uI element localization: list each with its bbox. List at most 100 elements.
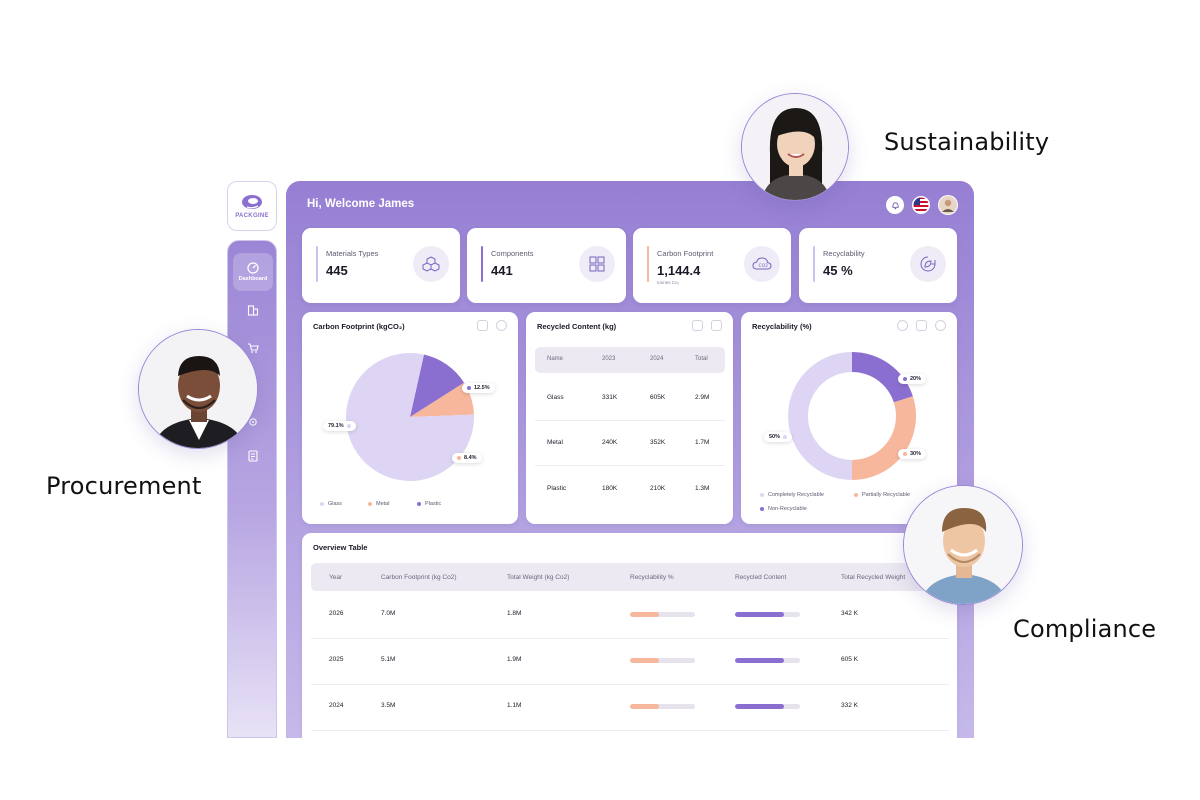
report-icon bbox=[248, 450, 258, 462]
cube-tool-icon[interactable] bbox=[477, 320, 488, 331]
table-cell: 605K bbox=[650, 394, 666, 401]
column-header: Recycled Content bbox=[735, 574, 787, 581]
card-title: Recycled Content (kg) bbox=[537, 322, 617, 331]
table-cell: 2.9M bbox=[695, 394, 710, 401]
sidebar-item-settings[interactable] bbox=[233, 403, 273, 441]
cube-tool-icon[interactable] bbox=[692, 320, 703, 331]
kpi-card-materials[interactable]: Materials Types 445 bbox=[302, 228, 460, 303]
leaf-tool-icon[interactable] bbox=[935, 320, 946, 331]
table-cell: 352K bbox=[650, 439, 666, 446]
welcome-heading: Hi, Welcome James bbox=[307, 198, 415, 210]
brand-logo[interactable]: PACKGINE bbox=[227, 181, 277, 231]
sidebar-item-cart[interactable] bbox=[233, 329, 273, 367]
table-cell: 5.1M bbox=[381, 656, 396, 663]
kpi-label: Carbon Footprint bbox=[657, 249, 714, 258]
card-title: Recyclability (%) bbox=[752, 322, 812, 331]
slice-label-plastic: 12.5% bbox=[462, 383, 495, 393]
table-cell: 1.3M bbox=[695, 485, 710, 492]
svg-text:CO2: CO2 bbox=[759, 263, 769, 269]
us-flag-icon bbox=[913, 197, 929, 213]
notification-button[interactable] bbox=[886, 196, 904, 214]
slice-label-text: 8.4% bbox=[464, 455, 477, 461]
sidebar-item-reports[interactable] bbox=[233, 437, 273, 475]
card-tools bbox=[897, 320, 946, 331]
slice-metal[interactable] bbox=[410, 382, 474, 417]
slice-non-recyclable[interactable] bbox=[852, 352, 913, 403]
kpi-card-recyclability[interactable]: Recyclability 45 % bbox=[799, 228, 957, 303]
legend-label: Non-Recyclable bbox=[768, 506, 807, 512]
kpi-card-components[interactable]: Components 441 bbox=[467, 228, 626, 303]
slice-label-text: 20% bbox=[910, 376, 922, 382]
table-cell: 2024 bbox=[329, 702, 344, 709]
bell-icon bbox=[891, 201, 899, 209]
dashboard-main: Hi, Welcome James bbox=[286, 181, 974, 738]
table-cell: 332 K bbox=[841, 702, 858, 709]
kpi-value: 45 % bbox=[823, 263, 853, 278]
table-cell: 3.5M bbox=[381, 702, 396, 709]
slice-label-text: 79.1% bbox=[328, 423, 344, 429]
kpi-label: Recyclability bbox=[823, 249, 865, 258]
kpi-card-carbon[interactable]: Carbon Footprint 1,144.4 tonnes Co₂ CO2 bbox=[633, 228, 791, 303]
column-header: Recyclability % bbox=[630, 574, 674, 581]
column-header: 2023 bbox=[602, 356, 616, 362]
refresh-tool-icon[interactable] bbox=[496, 320, 507, 331]
recycled-content-card: Recycled Content (kg) Name 2023 2024 Tot… bbox=[526, 312, 733, 524]
slice-glass[interactable] bbox=[346, 353, 474, 481]
kpi-value: 1,144.4 bbox=[657, 263, 701, 278]
recycle-tool-icon[interactable] bbox=[897, 320, 908, 331]
carbon-footprint-card: Carbon Footprint (kgCO₂) 79.1% 8.4% 12.5… bbox=[302, 312, 518, 524]
table-cell: 342 K bbox=[841, 610, 858, 617]
table-cell: Metal bbox=[547, 439, 563, 446]
kpi-value: 441 bbox=[491, 263, 513, 278]
progress-fill bbox=[630, 612, 660, 617]
legend-item-glass: Glass bbox=[320, 501, 342, 507]
user-avatar-button[interactable] bbox=[938, 195, 958, 215]
kpi-label: Components bbox=[491, 249, 534, 258]
column-header: Total Weight (kg Co2) bbox=[507, 574, 570, 581]
persona-label-compliance: Compliance bbox=[1013, 615, 1157, 643]
legend-label: Metal bbox=[376, 501, 390, 507]
table-cell: 1.9M bbox=[507, 656, 522, 663]
recyclability-card: Recyclability (%) 50% 30% 20% Completely… bbox=[741, 312, 957, 524]
cubes-icon bbox=[413, 246, 449, 282]
card-tools bbox=[477, 320, 507, 331]
table-cell: 1.1M bbox=[507, 702, 522, 709]
man-portrait-icon bbox=[904, 486, 1022, 604]
table-cell: Plastic bbox=[547, 485, 567, 492]
sidebar-item-buildings[interactable] bbox=[233, 291, 273, 329]
slice-completely-recyclable[interactable] bbox=[788, 352, 852, 480]
slice-partially-recyclable[interactable] bbox=[852, 396, 916, 480]
table-tool-icon[interactable] bbox=[711, 320, 722, 331]
sidebar: Dashboard bbox=[227, 240, 277, 738]
table-cell: 2025 bbox=[329, 656, 344, 663]
persona-label-procurement: Procurement bbox=[46, 472, 202, 500]
overview-table-card: Overview Table Year Carbon Footprint (kg… bbox=[302, 533, 957, 738]
slice-plastic[interactable] bbox=[410, 354, 465, 417]
brand-mark-icon bbox=[242, 194, 262, 209]
table-cell: 331K bbox=[602, 394, 618, 401]
recycled-content-progress bbox=[735, 612, 800, 617]
card-title: Carbon Footprint (kgCO₂) bbox=[313, 322, 405, 331]
progress-fill bbox=[735, 704, 784, 709]
avatar bbox=[939, 196, 957, 214]
recyclability-donut-chart bbox=[788, 352, 916, 480]
progress-fill bbox=[735, 612, 784, 617]
language-button[interactable] bbox=[912, 196, 930, 214]
legend-label: Glass bbox=[328, 501, 343, 507]
row-divider bbox=[535, 465, 725, 466]
brand-name: PACKGINE bbox=[235, 212, 269, 219]
header-actions bbox=[886, 195, 958, 215]
puzzle-icon bbox=[579, 246, 615, 282]
kpi-accent-bar bbox=[316, 246, 318, 282]
card-tools bbox=[692, 320, 722, 331]
man-portrait-icon bbox=[139, 330, 257, 448]
row-divider bbox=[311, 684, 949, 685]
slice-label-glass: 79.1% bbox=[323, 421, 356, 431]
carbon-pie-chart bbox=[346, 353, 474, 481]
column-header: Total bbox=[695, 356, 708, 362]
persona-avatar-procurement bbox=[138, 329, 258, 449]
sidebar-item-dashboard[interactable]: Dashboard bbox=[233, 253, 273, 291]
building-icon bbox=[247, 305, 259, 316]
legend-item-metal: Metal bbox=[368, 501, 389, 507]
cube-tool-icon[interactable] bbox=[916, 320, 927, 331]
